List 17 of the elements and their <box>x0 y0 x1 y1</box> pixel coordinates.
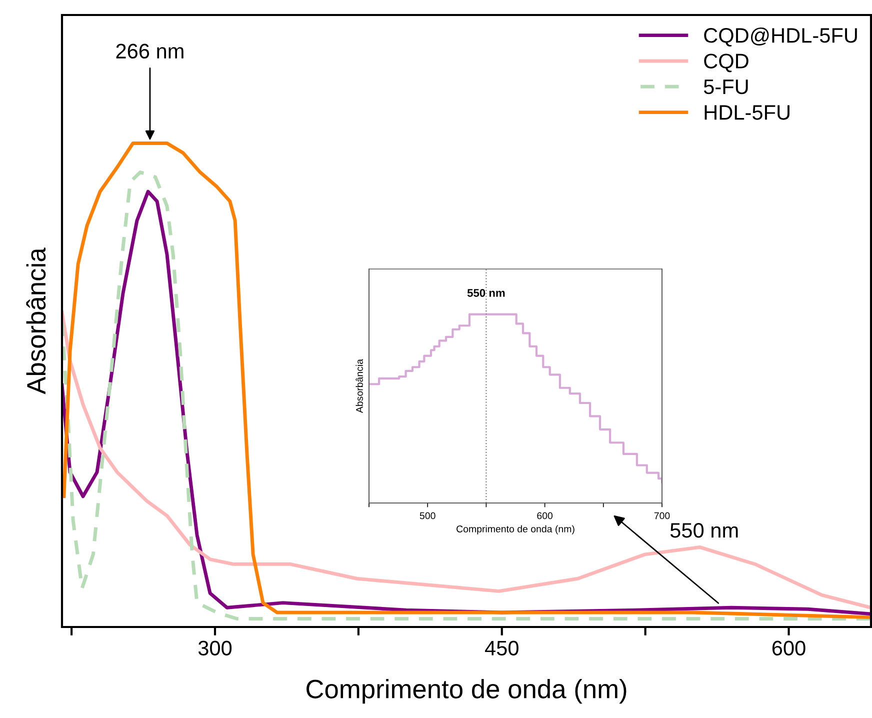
legend-label: CQD@HDL-5FU <box>704 28 857 47</box>
annotation: 266 nm <box>116 44 184 59</box>
x-axis-title: Comprimento de onda (nm) <box>456 525 574 534</box>
legend-label: CQD <box>704 54 748 72</box>
x-tick-label: 700 <box>654 512 670 520</box>
y-axis-title: Absorbância <box>356 358 363 413</box>
x-tick-label: 500 <box>420 512 436 520</box>
ref-line-label: 550 nm <box>467 289 505 297</box>
legend-label: HDL-5FU <box>704 105 790 120</box>
x-tick-label: 450 <box>484 640 518 656</box>
annotation: 550 nm <box>670 522 738 538</box>
x-tick-label: 300 <box>198 640 232 656</box>
x-tick-label: 600 <box>772 640 806 656</box>
x-tick-label: 600 <box>537 512 553 520</box>
x-axis-title: Comprimento de onda (nm) <box>306 679 626 704</box>
y-axis-title: Absorbância <box>26 248 46 394</box>
legend-label: 5-FU <box>704 80 748 94</box>
